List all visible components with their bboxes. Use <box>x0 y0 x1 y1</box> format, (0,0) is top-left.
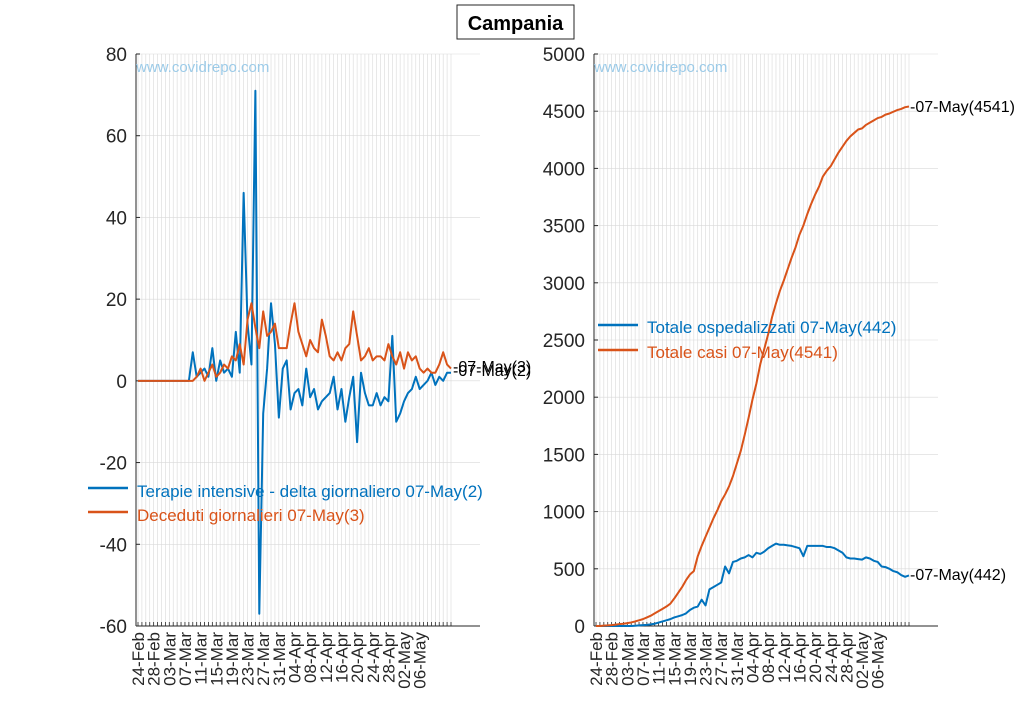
right-series-lines <box>596 105 910 627</box>
left-series-lines <box>138 89 452 615</box>
left-y-tick-label: -20 <box>100 454 127 475</box>
left-end-label-deceduti: -07-May(3) <box>453 359 531 376</box>
right-y-tick-label: 2500 <box>543 331 585 352</box>
left-legend: Terapie intensive - delta giornaliero 07… <box>88 482 483 525</box>
right-axes: 0 500 1000 1500 2000 2500 3000 3500 4000 4500 5000… <box>543 45 938 689</box>
left-x-tick-label: 15-Mar <box>207 632 226 686</box>
right-legend-label-ospedalizzati: Totale ospedalizzati 07-May(442) <box>647 318 896 337</box>
right-x-tick-label: 28-Apr <box>837 632 856 683</box>
left-x-tick-label: 16-Apr <box>332 632 351 683</box>
right-x-tick-label: 07-Mar <box>634 632 653 686</box>
left-y-tick-label: 0 <box>116 372 127 393</box>
left-chart-panel: -60 -40 -20 0 20 40 60 80 24-Feb28-Feb03-Mar07-M… <box>88 45 531 689</box>
left-legend-label-deceduti: Deceduti giornalieri 07-May(3) <box>137 506 365 525</box>
right-x-tick-label: 24-Apr <box>822 632 841 683</box>
left-x-tick-label: 23-Mar <box>239 632 258 686</box>
right-x-tick-label: 20-Apr <box>806 632 825 683</box>
left-x-tick-label: 03-Mar <box>160 632 179 686</box>
left-x-tick-label: 27-Mar <box>254 632 273 686</box>
left-series-line-blue <box>138 89 451 615</box>
right-y-tick-label: 5000 <box>543 45 585 66</box>
right-gridlines <box>594 53 938 627</box>
right-chart-panel: 0 500 1000 1500 2000 2500 3000 3500 4000 4500 5000… <box>543 45 1015 689</box>
right-y-tick-label: 1500 <box>543 445 585 466</box>
right-x-tick-label: 16-Apr <box>790 632 809 683</box>
right-x-tick-label: 06-May <box>869 632 888 689</box>
right-x-tick-label: 31-Mar <box>728 632 747 686</box>
left-y-tick-label: -40 <box>100 535 127 556</box>
left-x-tick-label: 19-Mar <box>223 632 242 686</box>
right-end-label-totale-casi: -07-May(4541) <box>910 99 1015 116</box>
left-x-tick-label: 12-Apr <box>317 632 336 683</box>
left-y-tick-label: 40 <box>106 208 127 229</box>
right-series-line-orange <box>596 105 910 627</box>
right-y-tick-label: 3000 <box>543 274 585 295</box>
left-end-labels: -07-May(3) -07-May(2) <box>453 359 531 380</box>
right-y-tick-label: 500 <box>553 560 585 581</box>
left-gridlines <box>136 53 480 627</box>
left-x-tick-label: 11-Mar <box>192 632 211 685</box>
left-x-tick-label: 28-Apr <box>379 632 398 683</box>
figure-title: Campania <box>468 13 564 35</box>
left-x-tick-label: 31-Mar <box>270 632 289 686</box>
right-series-line-blue <box>596 542 910 627</box>
right-x-tick-label: 28-Feb <box>603 632 622 686</box>
left-y-tick-label: 20 <box>106 290 127 311</box>
right-end-label-ospedalizzati: -07-May(442) <box>910 567 1006 584</box>
right-x-tick-label: 15-Mar <box>665 632 684 686</box>
right-y-tick-label: 2000 <box>543 388 585 409</box>
right-y-tick-label: 1000 <box>543 503 585 524</box>
right-x-tick-label: 03-Mar <box>618 632 637 686</box>
right-x-tick-label: 19-Mar <box>681 632 700 686</box>
left-y-tick-label: 80 <box>106 45 127 66</box>
right-x-tick-label: 11-Mar <box>650 632 669 685</box>
right-x-tick-label: 12-Apr <box>775 632 794 683</box>
right-legend-label-totale-casi: Totale casi 07-May(4541) <box>647 343 838 362</box>
left-end-label-terapie: -07-May(2) <box>453 363 531 380</box>
right-x-tick-label: 08-Apr <box>759 632 778 683</box>
figure-title-box <box>456 4 575 40</box>
right-x-tick-label: 27-Mar <box>712 632 731 686</box>
left-y-tick-label: 60 <box>106 127 127 148</box>
left-x-tick-label: 08-Apr <box>301 632 320 683</box>
right-x-tick-label: 02-May <box>853 632 872 689</box>
right-watermark: www.covidrepo.com <box>593 59 727 76</box>
left-x-tick-label: 28-Feb <box>145 632 164 686</box>
left-axes: -60 -40 -20 0 20 40 60 80 24-Feb28-Feb03-Mar07-M… <box>100 45 480 689</box>
left-legend-label-terapie: Terapie intensive - delta giornaliero 07… <box>137 482 483 501</box>
right-x-tick-label: 23-Mar <box>697 632 716 686</box>
left-x-tick-label: 04-Apr <box>286 632 305 683</box>
left-x-tick-label: 07-Mar <box>176 632 195 686</box>
right-x-tick-label: 04-Apr <box>744 632 763 683</box>
left-series-line-orange <box>138 302 452 382</box>
left-plot-area <box>136 54 480 626</box>
right-y-tick-label: 3500 <box>543 217 585 238</box>
left-x-tick-label: 02-May <box>395 632 414 689</box>
right-y-tick-label: 4500 <box>543 102 585 123</box>
left-watermark: www.covidrepo.com <box>135 59 269 76</box>
right-end-labels: -07-May(4541) -07-May(442) <box>910 99 1015 584</box>
left-x-tick-label: 20-Apr <box>348 632 367 683</box>
left-x-tick-label: 06-May <box>411 632 430 689</box>
right-x-tick-label: 24-Feb <box>587 632 606 686</box>
left-x-tick-label: 24-Apr <box>364 632 383 683</box>
right-y-tick-label: 4000 <box>543 159 585 180</box>
right-y-tick-label: 0 <box>574 617 585 638</box>
left-y-tick-label: -60 <box>100 617 127 638</box>
right-legend: Totale ospedalizzati 07-May(442) Totale … <box>598 318 896 362</box>
left-x-tick-label: 24-Feb <box>129 632 148 686</box>
